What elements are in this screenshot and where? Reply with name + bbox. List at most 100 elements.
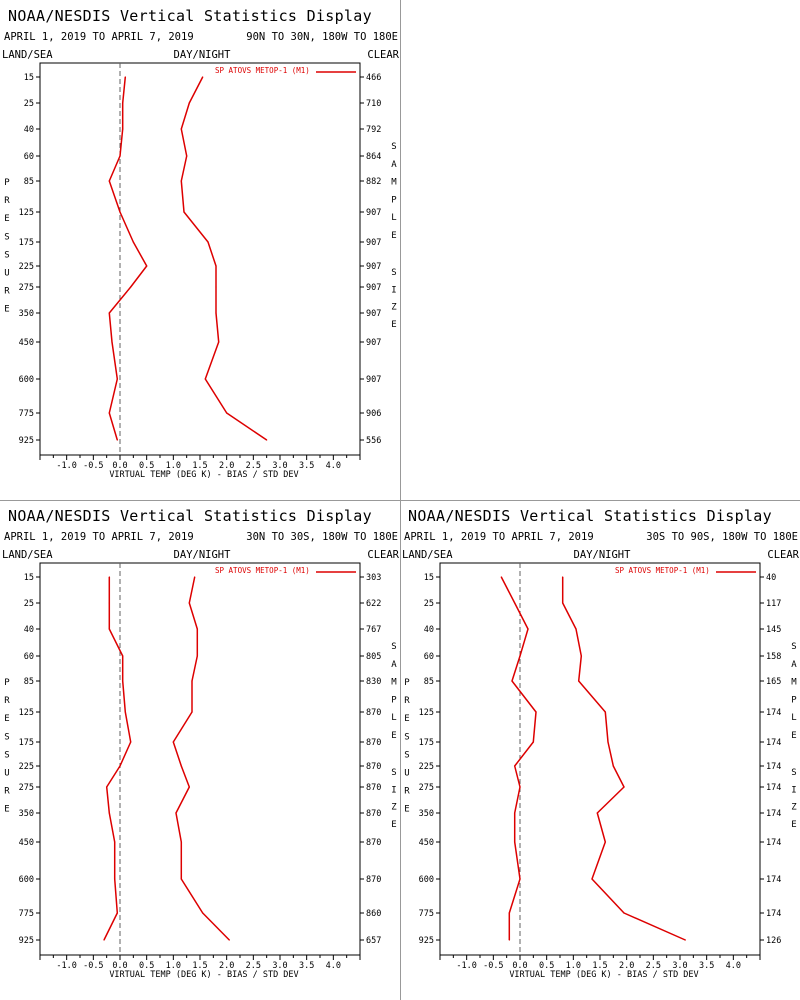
y-axis-letter: R [4,196,10,206]
series-line-bias [500,576,537,940]
data-point-bias [108,602,110,604]
data-point-bias [514,602,516,604]
pressure-level-label: 15 [24,573,34,583]
data-point-std_dev [175,812,177,814]
pressure-level-label: 775 [19,909,34,919]
legend-label: SP ATOVS METOP-1 (M1) [615,566,710,575]
data-point-std_dev [607,741,609,743]
size-axis-letter: Z [391,303,397,313]
data-point-std_dev [215,265,217,267]
sample-size-label: 860 [366,909,381,919]
data-point-bias [500,576,502,578]
pressure-level-label: 275 [19,783,34,793]
data-point-bias [519,655,521,657]
sample-size-label: 870 [366,875,381,885]
pressure-level-label: 85 [424,677,434,687]
x-tick-label: 0.5 [539,961,554,971]
chart-panel-30s-90s: NOAA/NESDIS Vertical Statistics Display A… [400,500,800,1000]
date-range: APRIL 1, 2019 TO APRIL 7, 2019 [4,531,194,543]
pressure-level-label: 775 [19,409,34,419]
day-night-label: DAY/NIGHT [574,549,632,561]
y-axis-letter: U [404,769,409,779]
pressure-level-label: 600 [19,875,34,885]
data-point-bias [122,128,124,130]
data-point-bias [535,711,537,713]
sample-size-label: 174 [766,909,781,919]
pressure-level-label: 775 [419,909,434,919]
data-point-std_dev [684,939,686,941]
x-axis-label: VIRTUAL TEMP (DEG K) - BIAS / STD DEV [109,470,298,480]
pressure-level-label: 125 [19,208,34,218]
data-point-bias [132,241,134,243]
date-range: APRIL 1, 2019 TO APRIL 7, 2019 [4,31,194,43]
sample-size-label: 870 [366,738,381,748]
data-point-bias [119,765,121,767]
data-point-bias [514,841,516,843]
sample-axis-letter: M [391,678,397,688]
data-point-std_dev [188,102,190,104]
data-point-std_dev [180,128,182,130]
data-point-std_dev [180,841,182,843]
legend-label: SP ATOVS METOP-1 (M1) [215,66,310,75]
sample-size-label: 864 [366,152,381,162]
sample-size-label: 870 [366,783,381,793]
y-axis-letter: E [4,305,9,315]
x-tick-label: 3.0 [272,461,287,471]
pressure-level-label: 450 [419,838,434,848]
sample-size-label: 792 [366,125,381,135]
land-sea-label: LAND/SEA [2,549,53,561]
data-point-std_dev [612,765,614,767]
sample-size-label: 870 [366,762,381,772]
x-tick-label: 1.0 [566,961,581,971]
pressure-level-label: 25 [424,599,434,609]
data-point-bias [116,378,118,380]
x-tick-label: 0.5 [139,461,154,471]
sample-size-label: 907 [366,338,381,348]
y-axis-letter: U [4,769,9,779]
x-tick-label: 2.0 [219,461,234,471]
data-point-std_dev [188,602,190,604]
size-axis-letter: Z [791,803,797,813]
data-point-bias [527,628,529,630]
pressure-level-label: 225 [419,762,434,772]
sample-size-label: 870 [366,838,381,848]
x-tick-label: 0.0 [112,461,127,471]
x-axis-label: VIRTUAL TEMP (DEG K) - BIAS / STD DEV [109,970,298,980]
data-point-std_dev [191,711,193,713]
size-axis-letter: I [791,785,796,795]
sample-axis-letter: A [391,660,397,670]
x-tick-label: 2.5 [246,461,261,471]
sample-size-label: 174 [766,875,781,885]
sample-size-label: 556 [366,436,381,446]
data-point-std_dev [194,576,196,578]
data-point-bias [108,812,110,814]
pressure-level-label: 15 [424,573,434,583]
series-line-std_dev [180,76,268,441]
chart-title: NOAA/NESDIS Vertical Statistics Display [8,7,372,25]
data-point-std_dev [191,680,193,682]
panel-divider-horizontal [0,500,800,501]
y-axis-letter: E [404,805,409,815]
data-point-std_dev [591,878,593,880]
y-axis-letter: R [404,787,410,797]
sample-axis-letter: E [391,231,396,241]
sample-size-label: 174 [766,838,781,848]
vertical-stats-chart: NOAA/NESDIS Vertical Statistics Display A… [402,507,800,980]
sample-size-label: 907 [366,262,381,272]
sample-axis-letter: P [391,695,397,705]
data-point-bias [124,711,126,713]
region-label: 90N TO 30N, 180W TO 180E [246,31,398,43]
data-point-bias [108,412,110,414]
sample-size-label: 174 [766,809,781,819]
sample-size-label: 870 [366,809,381,819]
sample-axis-letter: S [391,142,396,152]
chart-panel-90n-30n: NOAA/NESDIS Vertical Statistics Display A… [0,0,400,500]
y-axis-letter: E [404,714,409,724]
clear-label: CLEAR [367,549,399,561]
x-tick-label: 1.0 [166,961,181,971]
x-tick-label: 3.5 [299,461,314,471]
y-axis-letter: S [4,232,9,242]
data-point-std_dev [196,655,198,657]
y-axis-letter: P [404,678,410,688]
data-point-bias [108,312,110,314]
